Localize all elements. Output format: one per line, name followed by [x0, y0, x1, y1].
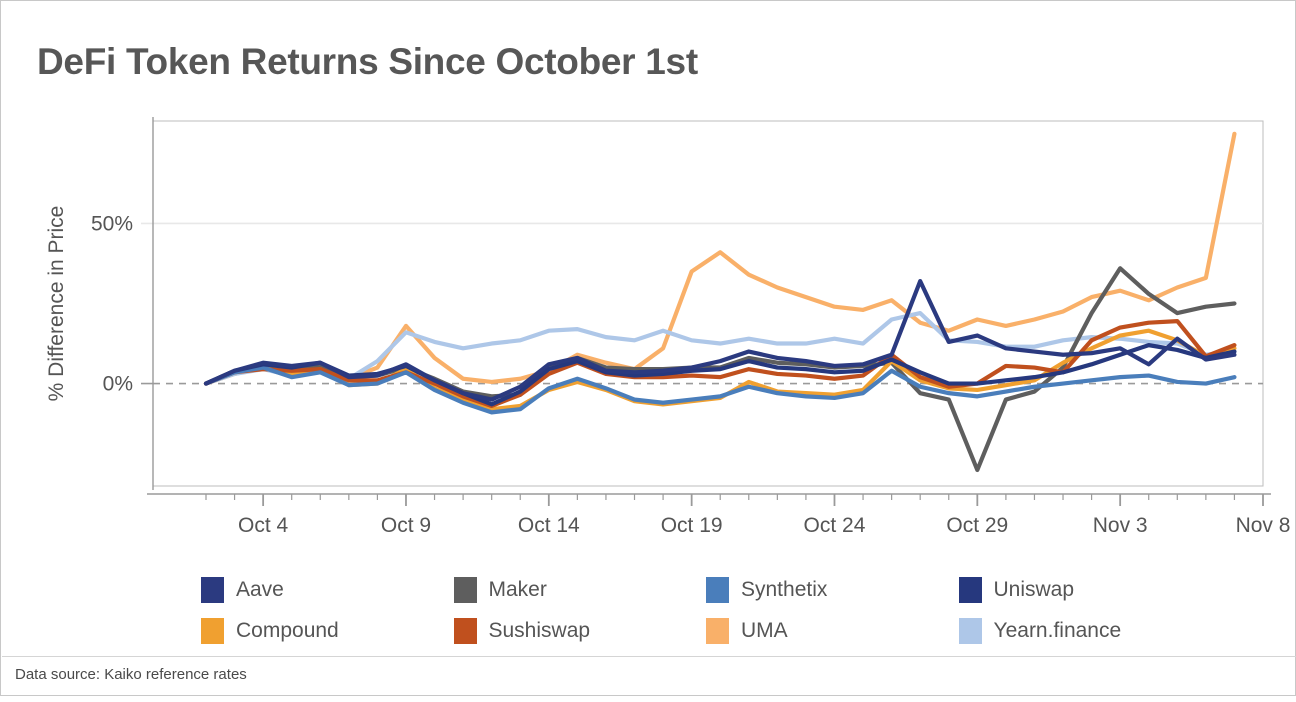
xtick-label-6: Nov 3: [1093, 514, 1148, 537]
legend-label-compound: Compound: [236, 618, 339, 642]
footer-divider: [2, 656, 1296, 657]
series-line-uma: [203, 131, 1237, 386]
ytick-label-50: 50%: [91, 212, 133, 235]
series-line-aave: [203, 278, 1237, 402]
page-title: DeFi Token Returns Since October 1st: [37, 41, 698, 82]
legend-label-sushiswap: Sushiswap: [488, 618, 591, 642]
legend-item-maker[interactable]: Maker: [453, 576, 707, 603]
xtick-label-0: Oct 4: [238, 514, 289, 537]
legend-label-uniswap: Uniswap: [993, 577, 1075, 601]
xtick-label-3: Oct 19: [661, 514, 723, 537]
series-line-yearn-finance: [203, 311, 1237, 386]
legend-label-uma: UMA: [741, 618, 788, 642]
data-source-note: Data source: Kaiko reference rates: [15, 666, 247, 683]
legend-item-sushiswap[interactable]: Sushiswap: [453, 617, 707, 644]
legend-label-yearn: Yearn.finance: [993, 618, 1122, 642]
legend-swatch-uniswap: [958, 576, 982, 603]
xtick-label-7: Nov 8: [1236, 514, 1291, 537]
legend-item-synthetix[interactable]: Synthetix: [706, 576, 959, 603]
legend-item-uma[interactable]: UMA: [706, 617, 959, 644]
series-line-synthetix: [203, 365, 1237, 415]
legend-item-yearn[interactable]: Yearn.finance: [958, 617, 1212, 644]
legend-swatch-uma: [706, 617, 729, 644]
legend-item-aave[interactable]: Aave: [201, 576, 454, 603]
legend-item-compound[interactable]: Compound: [201, 617, 454, 644]
xtick-label-1: Oct 9: [381, 514, 431, 537]
legend-item-uniswap[interactable]: Uniswap: [958, 576, 1212, 603]
xtick-label-4: Oct 24: [804, 514, 866, 537]
y-axis-title: % Difference in Price: [45, 206, 68, 402]
legend-swatch-yearn: [958, 617, 982, 644]
legend-swatch-maker: [453, 576, 477, 603]
legend-label-aave: Aave: [236, 577, 284, 601]
legend-row-1: Aave Maker Synthetix Uniswap: [201, 569, 1211, 610]
legend-row-2: Compound Sushiswap UMA Yearn.finance: [201, 610, 1211, 651]
xtick-label-2: Oct 14: [518, 514, 580, 537]
legend-swatch-aave: [201, 576, 224, 603]
legend-label-synthetix: Synthetix: [741, 577, 828, 601]
chart-legend: Aave Maker Synthetix Uniswap Compound: [201, 569, 1211, 651]
legend-swatch-sushiswap: [453, 617, 477, 644]
legend-swatch-compound: [201, 617, 224, 644]
xtick-label-5: Oct 29: [946, 514, 1008, 537]
ytick-label-0: 0%: [103, 373, 133, 396]
legend-swatch-synthetix: [706, 576, 729, 603]
legend-label-maker: Maker: [488, 577, 547, 601]
